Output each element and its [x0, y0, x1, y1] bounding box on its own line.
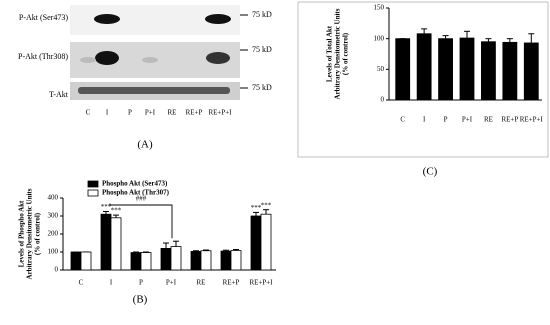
- lane-label: I: [106, 109, 109, 117]
- bar: [130, 252, 142, 271]
- lane-label: P: [128, 109, 132, 117]
- x-tick-label: RE+P+I: [520, 116, 544, 124]
- blot-row-label: P-Akt (Thr308): [18, 52, 68, 61]
- panel-label: (B): [133, 294, 148, 306]
- y-axis-label: Arbitrary Densitometric Units: [334, 8, 342, 99]
- y-axis-label: Arbitrary Densitometric Units: [26, 188, 34, 279]
- x-tick-label: RE+P+I: [249, 279, 273, 287]
- y-tick-label: 0: [55, 266, 59, 274]
- significance-mark: ***: [251, 204, 262, 212]
- x-tick-label: I: [423, 116, 426, 124]
- significance-mark: ***: [101, 203, 112, 211]
- y-tick-label: 150: [374, 4, 385, 12]
- bar: [250, 215, 262, 271]
- bar: [170, 246, 182, 271]
- y-tick-label: 200: [48, 230, 59, 238]
- bar: [110, 217, 122, 271]
- y-axis-label: (% of control): [34, 212, 42, 255]
- y-axis-label: Levels of Total Akt: [326, 25, 334, 82]
- x-tick-label: P: [139, 279, 143, 287]
- bar: [260, 213, 272, 271]
- blot-band: [206, 52, 230, 64]
- legend-label: Phospho Akt (Ser473): [102, 180, 168, 188]
- blot-band: [94, 14, 120, 24]
- bar: [200, 250, 212, 271]
- y-tick-label: 50: [377, 65, 385, 73]
- panel-label: (A): [137, 139, 153, 151]
- bar: [70, 251, 82, 271]
- bar: [230, 250, 242, 271]
- x-tick-label: P+I: [462, 116, 473, 124]
- marker-label: 75 kD: [252, 45, 272, 54]
- bar: [395, 38, 411, 101]
- y-tick-label: 400: [48, 194, 59, 202]
- bar: [481, 41, 496, 101]
- x-tick-label: P+I: [166, 279, 177, 287]
- y-tick-label: 100: [48, 248, 59, 256]
- blot-band: [142, 57, 158, 63]
- legend-swatch: [87, 189, 99, 197]
- x-tick-label: RE: [484, 116, 493, 124]
- x-tick-label: C: [79, 279, 84, 287]
- blot-row-label: P-Akt (Ser473): [19, 13, 68, 22]
- x-tick-label: RE: [197, 279, 206, 287]
- lane-label: RE+P: [186, 109, 203, 117]
- significance-bracket: [109, 203, 173, 239]
- significance-mark: ###: [136, 195, 147, 203]
- bar: [160, 247, 172, 271]
- x-tick-label: P: [444, 116, 448, 124]
- blot-band: [95, 51, 119, 65]
- bar: [140, 252, 152, 271]
- bar: [459, 37, 475, 101]
- x-tick-label: I: [110, 279, 113, 287]
- bar: [523, 42, 539, 101]
- blot-band: [205, 14, 231, 24]
- x-tick-label: C: [400, 116, 405, 124]
- marker-label: 75 kD: [252, 10, 272, 19]
- marker-label: 75 kD: [252, 83, 272, 92]
- y-axis-label: (% of control): [342, 32, 350, 75]
- bar: [502, 41, 518, 101]
- bar: [100, 213, 112, 271]
- blot-band: [78, 87, 230, 94]
- blot-row-label: T-Akt: [49, 90, 69, 99]
- x-tick-label: RE+P: [223, 279, 240, 287]
- bar: [80, 251, 92, 271]
- y-tick-label: 100: [374, 34, 385, 42]
- bar: [438, 38, 453, 101]
- significance-mark: ***: [111, 207, 122, 215]
- lane-label: C: [86, 109, 91, 117]
- bar: [416, 33, 432, 101]
- panel-label: (C): [423, 166, 438, 178]
- bar: [220, 250, 232, 271]
- y-tick-label: 300: [48, 212, 59, 220]
- legend-swatch: [87, 180, 99, 188]
- y-tick-label: 0: [381, 96, 385, 104]
- significance-mark: ***: [261, 201, 272, 209]
- legend-label: Phospho Akt (Thr307): [102, 189, 170, 197]
- lane-label: P+I: [145, 109, 156, 117]
- lane-label: RE+P+I: [208, 109, 232, 117]
- panel-frame: [297, 1, 549, 158]
- lane-label: RE: [168, 109, 177, 117]
- x-tick-label: RE+P: [501, 116, 518, 124]
- bar: [190, 251, 202, 271]
- y-axis-label: Levels of Phospho Akt: [18, 200, 26, 267]
- blot-band: [80, 57, 96, 63]
